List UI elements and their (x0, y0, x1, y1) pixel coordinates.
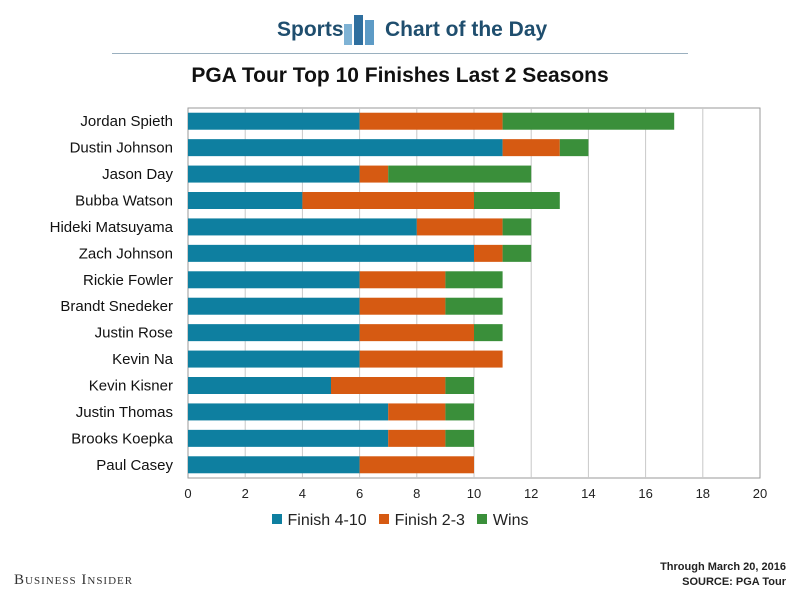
bar-segment-finish-2-3 (359, 271, 446, 289)
category-label: Justin Rose (95, 325, 173, 342)
legend-label: Finish 4-10 (287, 512, 367, 529)
x-tick-label: 20 (753, 486, 767, 501)
legend-item: Finish 2-3 (378, 512, 465, 530)
bar-chart-icon (344, 15, 374, 45)
category-label: Brooks Koepka (71, 430, 173, 447)
category-label: Jordan Spieth (80, 113, 173, 130)
banner-divider (112, 53, 688, 54)
chart-of-the-day-banner: Sports Chart of the Day (0, 6, 800, 54)
bar-segment-finish-2-3 (416, 218, 503, 236)
bar-segment-wins (474, 192, 560, 209)
legend-item: Wins (476, 512, 529, 530)
bar-segment-finish-2-3 (359, 350, 503, 368)
legend-swatch (476, 514, 487, 524)
bar-segment-finish-4-10 (188, 350, 360, 368)
category-label: Zach Johnson (79, 245, 173, 262)
category-label: Bubba Watson (75, 193, 173, 210)
bar-segment-finish-4-10 (188, 456, 360, 474)
bar-segment-finish-4-10 (188, 192, 303, 209)
bar-segment-finish-4-10 (188, 271, 360, 289)
bar-segment-finish-4-10 (188, 244, 474, 262)
bar-segment-wins (502, 244, 532, 262)
bar-segment-finish-4-10 (188, 165, 360, 183)
bar-segment-wins (445, 403, 474, 421)
bar-segment-wins (445, 297, 503, 315)
x-tick-label: 14 (581, 486, 595, 501)
x-tick-label: 16 (638, 486, 652, 501)
bar-segment-wins (445, 377, 474, 394)
category-label: Dustin Johnson (70, 140, 173, 157)
bar-segment-wins (388, 165, 532, 183)
bar-segment-wins (559, 139, 589, 157)
category-label: Paul Casey (96, 457, 173, 474)
bar-segment-finish-4-10 (188, 403, 389, 421)
category-label: Justin Thomas (76, 404, 173, 421)
bar-segment-finish-2-3 (331, 377, 446, 394)
bar-segment-wins (445, 429, 474, 447)
x-tick-label: 12 (524, 486, 538, 501)
bar-segment-finish-2-3 (359, 112, 503, 130)
bar-segment-finish-4-10 (188, 429, 389, 447)
date-note: Through March 20, 2016 (660, 561, 786, 573)
bar-segment-finish-2-3 (302, 192, 474, 209)
x-tick-label: 6 (356, 486, 363, 501)
x-tick-label: 2 (242, 486, 249, 501)
bar-segment-wins (445, 271, 503, 289)
category-label: Kevin Na (112, 351, 174, 368)
x-tick-label: 8 (413, 486, 420, 501)
bar-segment-finish-4-10 (188, 377, 331, 394)
category-label: Rickie Fowler (83, 272, 173, 289)
bar-segment-finish-4-10 (188, 139, 503, 157)
legend-swatch (378, 514, 389, 524)
x-tick-label: 4 (299, 486, 306, 501)
bar-segment-wins (502, 112, 675, 130)
bar-segment-finish-4-10 (188, 297, 360, 315)
bar-segment-finish-2-3 (359, 297, 446, 315)
bar-segment-finish-2-3 (388, 403, 446, 421)
banner-chart-of-the-day-label: Chart of the Day (385, 18, 548, 41)
brand-wordmark: Business Insider (14, 572, 134, 588)
bar-segment-finish-4-10 (188, 218, 417, 236)
chart-legend: Finish 4-10 Finish 2-3 Wins (0, 512, 800, 530)
chart-title: PGA Tour Top 10 Finishes Last 2 Seasons (191, 64, 609, 87)
category-label: Hideki Matsuyama (50, 219, 174, 236)
category-label: Brandt Snedeker (60, 298, 173, 315)
legend-item: Finish 4-10 (271, 512, 367, 530)
stacked-bar-chart: 0 2 4 6 8 10 12 14 16 18 20 Jordan Spieth Dustin Joh… (50, 107, 767, 501)
banner-sports-label: Sports (277, 18, 344, 41)
bar-segment-finish-2-3 (359, 456, 474, 474)
bar-segment-finish-2-3 (388, 429, 446, 447)
bar-segment-finish-4-10 (188, 324, 360, 342)
category-label: Kevin Kisner (89, 378, 173, 395)
bar-segment-finish-2-3 (474, 244, 503, 262)
bar-segment-finish-2-3 (359, 324, 474, 342)
legend-label: Wins (492, 512, 529, 529)
bar-segment-wins (502, 218, 532, 236)
bar-segment-wins (474, 324, 503, 342)
category-label: Jason Day (102, 166, 173, 183)
bar-segment-finish-2-3 (502, 139, 560, 157)
x-tick-label: 0 (184, 486, 191, 501)
bar-segment-finish-4-10 (188, 112, 360, 130)
legend-label: Finish 2-3 (394, 512, 465, 529)
legend-swatch (271, 514, 282, 524)
source-note: SOURCE: PGA Tour (682, 576, 786, 588)
x-tick-label: 18 (696, 486, 710, 501)
bar-segment-finish-2-3 (359, 165, 389, 183)
x-tick-label: 10 (467, 486, 481, 501)
